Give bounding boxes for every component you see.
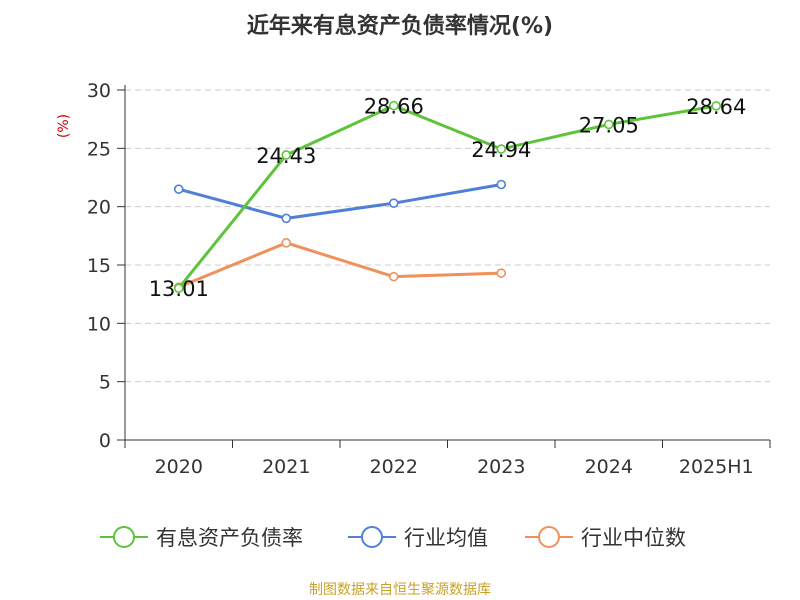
legend-marker xyxy=(113,526,135,548)
data-label: 28.64 xyxy=(686,95,746,119)
data-point xyxy=(281,238,292,248)
series-line-1 xyxy=(178,183,502,220)
chart-title: 近年来有息资产负债率情况(%) xyxy=(247,13,553,39)
legend-label: 有息资产负债率 xyxy=(156,526,303,550)
y-tick-label: 0 xyxy=(99,430,111,452)
data-label: 13.01 xyxy=(149,277,209,301)
y-tick-label: 10 xyxy=(87,313,111,335)
data-point xyxy=(281,150,292,160)
data-point xyxy=(173,283,184,294)
y-tick-label: 30 xyxy=(87,80,111,102)
legend-marker xyxy=(361,526,383,548)
data-point xyxy=(496,144,507,154)
data-labels: 13.01 24.43 28.66 24.94 27.05 28.64 xyxy=(149,95,747,302)
y-tick-label: 20 xyxy=(87,197,111,219)
data-point xyxy=(496,268,507,278)
data-point xyxy=(388,271,399,282)
x-tick-label: 2021 xyxy=(262,456,310,478)
x-tick-label: 2025H1 xyxy=(679,456,754,478)
y-axis-label: (%) xyxy=(56,114,72,138)
series-line-0 xyxy=(177,104,717,290)
series-lines xyxy=(173,100,722,294)
data-point xyxy=(388,198,399,208)
legend-label: 行业中位数 xyxy=(581,526,686,550)
legend: 有息资产负债率 行业均值 行业中位数 xyxy=(100,526,686,550)
data-label: 28.66 xyxy=(364,95,424,119)
y-tick-label: 25 xyxy=(87,138,111,160)
data-label: 24.43 xyxy=(256,144,316,168)
data-label: 24.94 xyxy=(471,138,531,162)
data-point xyxy=(173,184,184,194)
legend-label: 行业均值 xyxy=(404,526,488,550)
data-point xyxy=(496,179,507,190)
y-tick-label: 5 xyxy=(99,372,111,394)
x-tick-label: 2023 xyxy=(477,456,525,478)
x-tick-label: 2022 xyxy=(370,456,418,478)
data-point xyxy=(281,213,292,224)
y-tick-label: 15 xyxy=(87,255,111,277)
data-point xyxy=(711,101,722,111)
x-tick-label: 2020 xyxy=(155,456,203,478)
x-tick-label: 2024 xyxy=(585,456,633,478)
series-line-2 xyxy=(178,241,502,289)
source-note: 制图数据来自恒生聚源数据库 xyxy=(309,582,491,598)
data-label: 27.05 xyxy=(579,113,639,137)
legend-marker xyxy=(538,526,560,548)
data-point xyxy=(388,100,399,111)
axes: 0 5 10 15 20 25 30 2020 2021 2022 2023 2024 2025H1 xyxy=(87,80,771,478)
grid-lines xyxy=(125,89,770,383)
data-point xyxy=(603,119,614,130)
